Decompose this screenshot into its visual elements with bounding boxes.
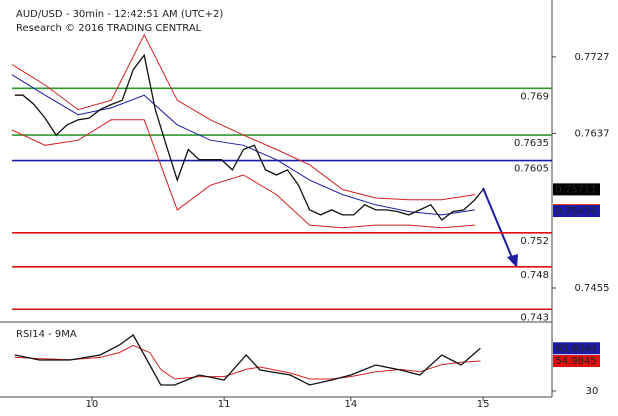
rsi-title: RSI14 - 9MA — [16, 329, 77, 340]
level-label: 0.752 — [520, 236, 549, 247]
price-tag-label: 54.9845 — [555, 356, 596, 367]
series-line — [11, 33, 475, 201]
forecast-arrow — [482, 187, 518, 268]
x-tick-label: 11 — [218, 399, 231, 410]
level-label: 0.769 — [520, 91, 549, 102]
y-tick-label: 0.7727 — [575, 52, 610, 63]
series-line — [14, 344, 481, 380]
series-line — [11, 119, 475, 229]
x-tick-label: 10 — [86, 399, 99, 410]
y-tick-label: 30 — [586, 386, 599, 397]
x-tick-label: 14 — [345, 399, 358, 410]
series-line — [14, 53, 484, 221]
price-tag — [553, 183, 600, 196]
price-tag — [553, 342, 600, 355]
y-tick-label: 0.7455 — [575, 283, 610, 294]
level-label: 0.7635 — [514, 138, 549, 149]
level-label: 0.7605 — [514, 164, 549, 175]
series-line — [11, 74, 475, 216]
chart-title: AUD/USD - 30min - 12:42:51 AM (UTC+2) — [16, 9, 223, 20]
price-tag-label: 65.6044 — [555, 343, 596, 354]
chart-subtitle: Research © 2016 TRADING CENTRAL — [16, 23, 202, 34]
x-tick-label: 15 — [477, 399, 490, 410]
level-label: 0.748 — [520, 270, 549, 281]
y-tick-label: 0.7637 — [575, 128, 610, 139]
series-line — [14, 334, 481, 386]
level-label: 0.743 — [520, 312, 549, 323]
price-tag — [553, 205, 600, 218]
price-tag — [553, 355, 600, 368]
price-tag-label: 0.75456 — [555, 206, 596, 217]
price-tag-label: 0.75711 — [555, 184, 596, 195]
